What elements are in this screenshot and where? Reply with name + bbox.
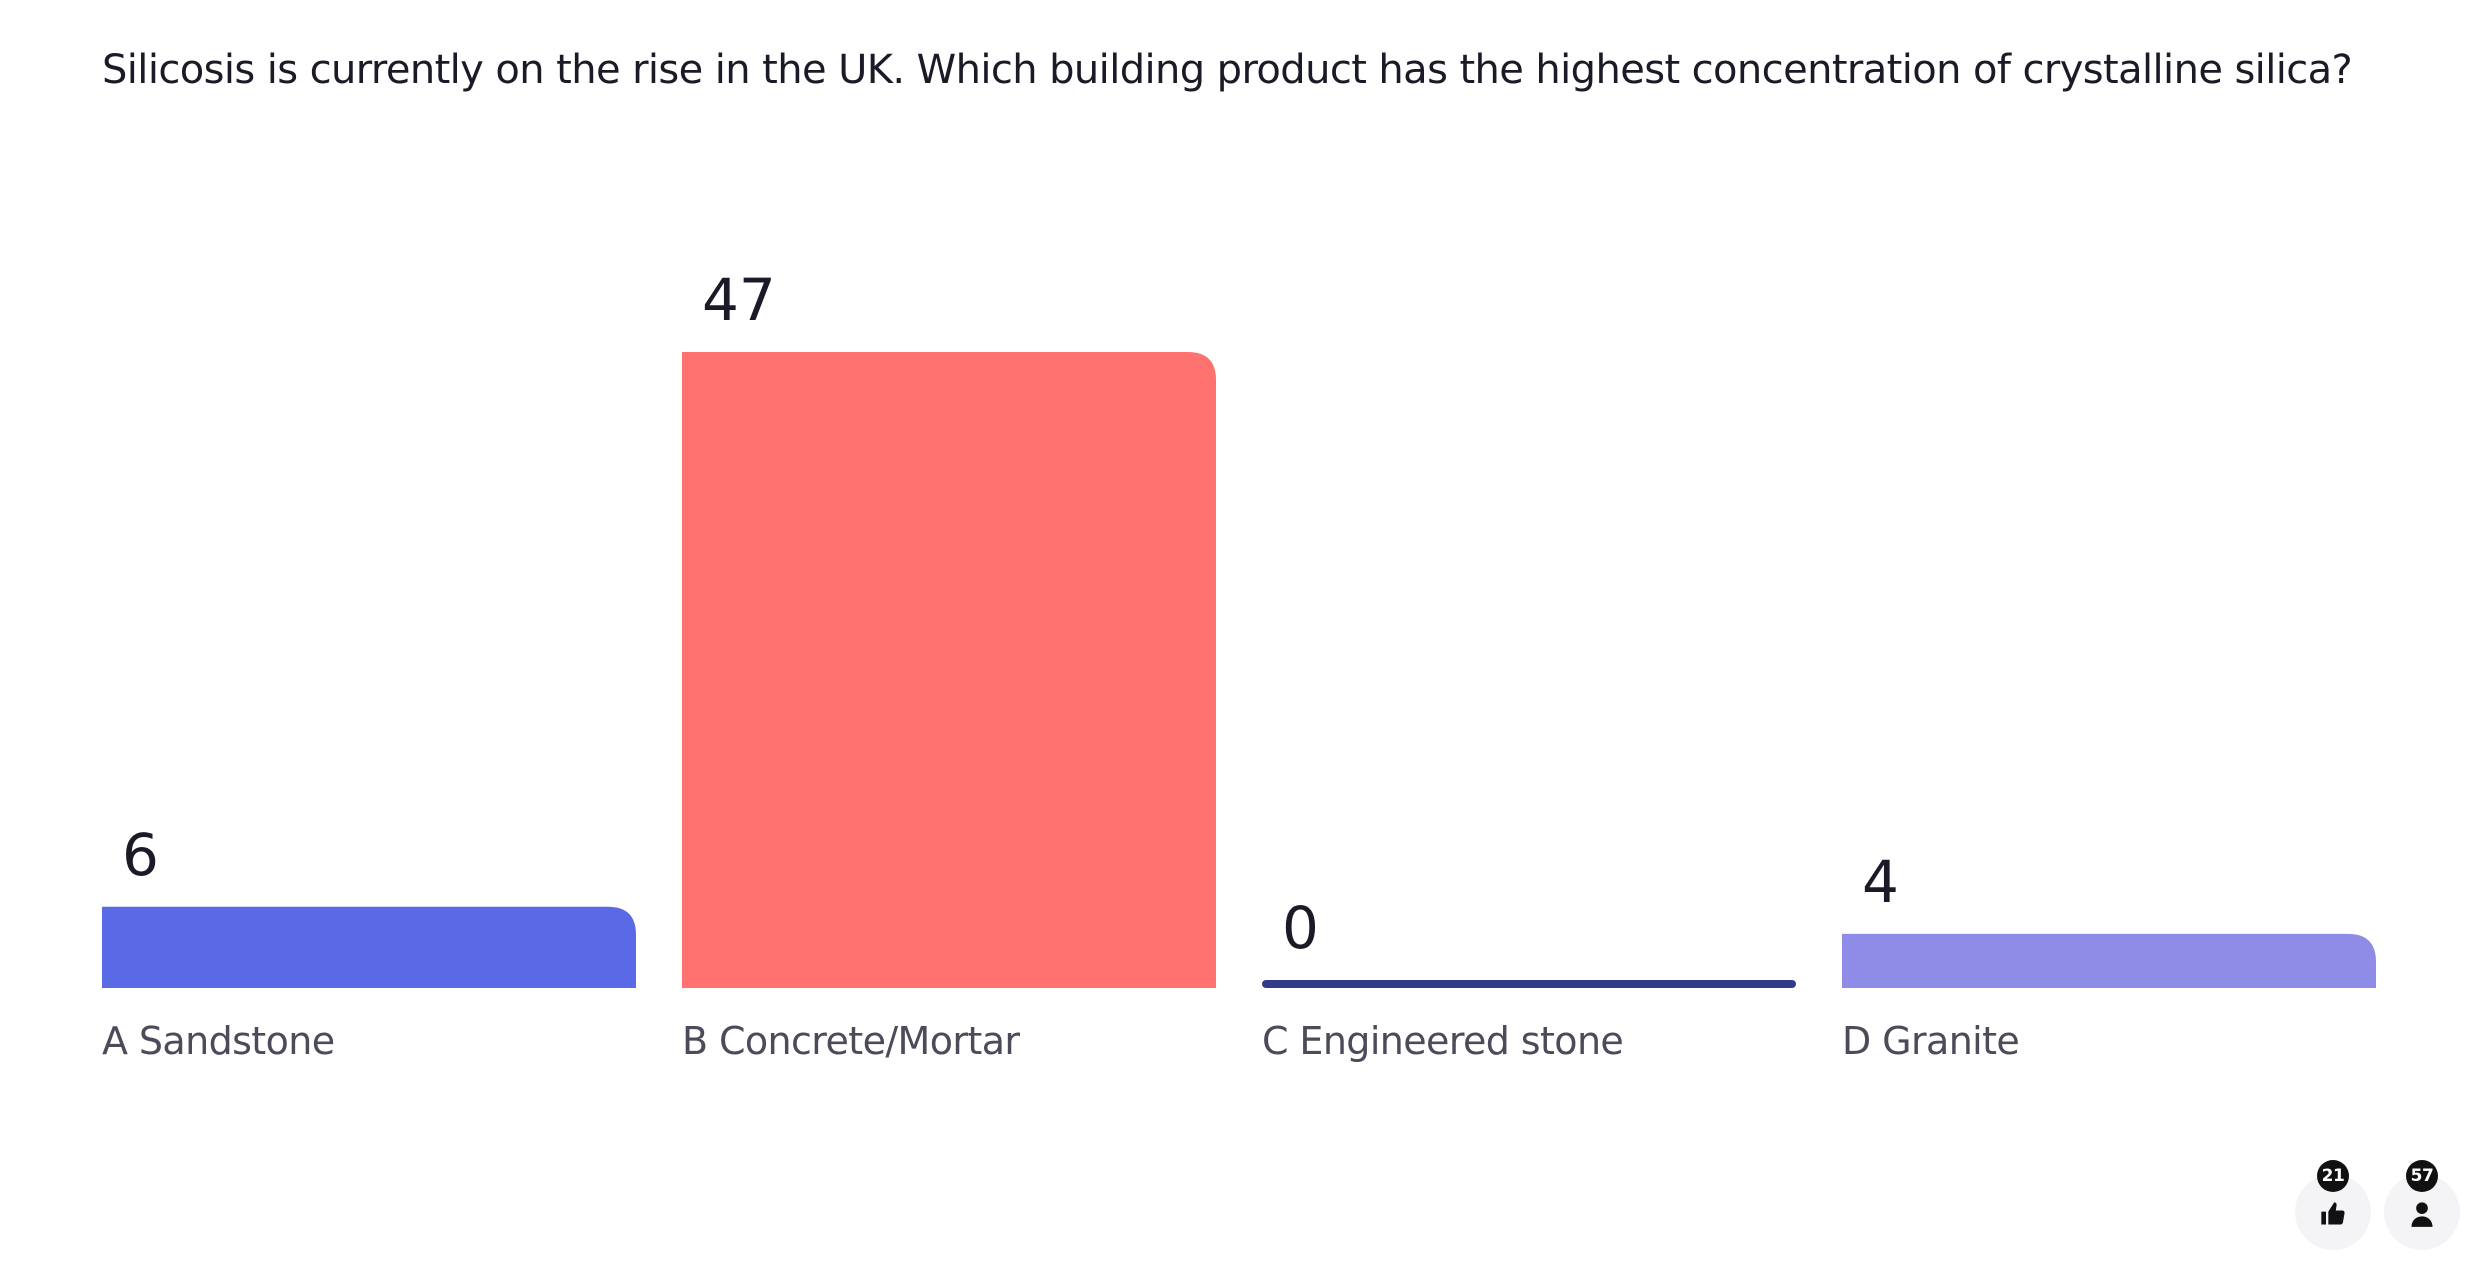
- category-label: A Sandstone: [102, 1019, 335, 1063]
- like-count-badge: 21: [2317, 1160, 2349, 1192]
- bar-4: [1842, 933, 2376, 988]
- thumbs-up-icon: [2321, 1202, 2345, 1225]
- category-label: C Engineered stone: [1262, 1019, 1623, 1063]
- bar-value-label: 0: [1282, 894, 1319, 962]
- like-reaction-button[interactable]: 21: [2295, 1160, 2371, 1250]
- bar-value-label: 4: [1862, 848, 1899, 916]
- question-title: Silicosis is currently on the rise in th…: [102, 47, 2353, 93]
- bar-value-label: 6: [122, 821, 159, 889]
- participant-count-badge: 57: [2406, 1160, 2438, 1192]
- bar-1: [102, 906, 636, 988]
- person-icon: [2411, 1202, 2433, 1227]
- bar-value-label: 47: [702, 266, 776, 334]
- bar-2: [682, 352, 1216, 988]
- category-label: B Concrete/Mortar: [682, 1019, 1020, 1063]
- category-label: D Granite: [1842, 1019, 2019, 1063]
- participants-button[interactable]: 57: [2384, 1160, 2460, 1250]
- bar-3: [1262, 980, 1796, 988]
